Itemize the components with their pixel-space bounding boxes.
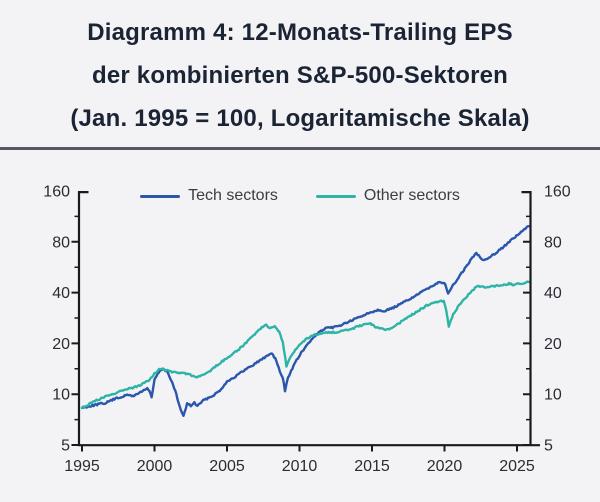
x-axis-label-2015: 2015 xyxy=(354,458,390,475)
chart-title-line-3: (Jan. 1995 = 100, Logaritamische Skala) xyxy=(70,105,530,132)
chart-legend: Tech sectors Other sectors xyxy=(0,187,600,205)
title-separator-line xyxy=(0,147,600,150)
legend-item-other-sectors: Other sectors xyxy=(315,187,460,205)
y-axis-minor-ticks xyxy=(74,215,531,421)
tech-sectors-line-swatch xyxy=(140,194,181,198)
y-axis-label-right-5: 5 xyxy=(544,438,553,455)
other-sectors-line-swatch xyxy=(315,194,356,198)
y-axis-label-right-80: 80 xyxy=(544,234,562,251)
y-axis-label-left-5: 5 xyxy=(61,438,70,455)
chart-title-line-2: der kombinierten S&P-500-Sektoren xyxy=(91,62,509,89)
x-axis-label-2010: 2010 xyxy=(282,458,318,475)
axis-frame xyxy=(77,191,540,447)
y-axis-label-right-20: 20 xyxy=(544,336,562,353)
y-axis-label-left-160: 160 xyxy=(43,184,70,201)
y-axis-label-right-40: 40 xyxy=(544,285,562,302)
x-axis-label-2025: 2025 xyxy=(499,458,535,475)
legend-label-other-sectors: Other sectors xyxy=(363,187,460,204)
legend-label-tech-sectors: Tech sectors xyxy=(188,187,278,204)
series-line-other-sectors xyxy=(80,280,530,410)
y-axis-label-right-10: 10 xyxy=(544,387,562,404)
y-axis-label-right-160: 160 xyxy=(544,184,571,201)
x-axis-ticks xyxy=(81,445,518,452)
x-axis-label-2020: 2020 xyxy=(427,458,463,475)
y-axis-major-ticks xyxy=(71,240,531,446)
chart-title-block: Diagramm 4: 12-Monats-Trailing EPS der k… xyxy=(0,0,600,147)
x-axis-label-2005: 2005 xyxy=(209,458,245,475)
y-axis-label-left-80: 80 xyxy=(52,234,70,251)
x-axis-label-2000: 2000 xyxy=(137,458,173,475)
chart-title-line-1: Diagramm 4: 12-Monats-Trailing EPS xyxy=(87,19,513,46)
eps-chart-area: 160 160 80 80 40 40 20 20 10 10 5 5 1995 2000 2005 2010… xyxy=(0,150,600,502)
y-axis-label-left-10: 10 xyxy=(52,387,70,404)
series-line-tech-sectors xyxy=(80,224,530,417)
y-axis-label-left-20: 20 xyxy=(52,336,70,353)
x-axis-label-1995: 1995 xyxy=(64,458,100,475)
legend-item-tech-sectors: Tech sectors xyxy=(140,187,278,205)
y-axis-label-left-40: 40 xyxy=(52,285,70,302)
